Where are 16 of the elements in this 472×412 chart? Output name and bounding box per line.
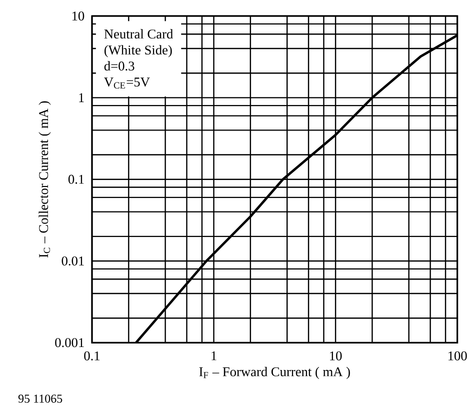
y-tick-label: 1 bbox=[79, 93, 84, 102]
y-tick-label: 0.001 bbox=[55, 338, 84, 348]
annotation: (White Side) bbox=[104, 45, 172, 58]
x-tick-label: 1 bbox=[212, 351, 216, 360]
y-axis-title: I$_{C}$ – Collector Current ( mA ) bbox=[38, 101, 51, 258]
y-tick-label: 0.01 bbox=[62, 256, 84, 266]
annotation: d=0.3 bbox=[104, 61, 134, 71]
x-axis-title: I$_{F}$ – Forward Current ( mA ) bbox=[199, 366, 350, 380]
x-tick-label: 10 bbox=[330, 351, 342, 360]
text: 95 11065 bbox=[18, 394, 62, 403]
y-tick-label: 10 bbox=[72, 12, 84, 21]
y-tick-label: 0.1 bbox=[68, 174, 84, 184]
annotation: V$_{CE}$=5V bbox=[104, 78, 150, 89]
x-tick-label: 0.1 bbox=[84, 351, 100, 360]
x-tick-label: 100 bbox=[448, 351, 467, 360]
annotation: Neutral Card bbox=[104, 29, 173, 39]
